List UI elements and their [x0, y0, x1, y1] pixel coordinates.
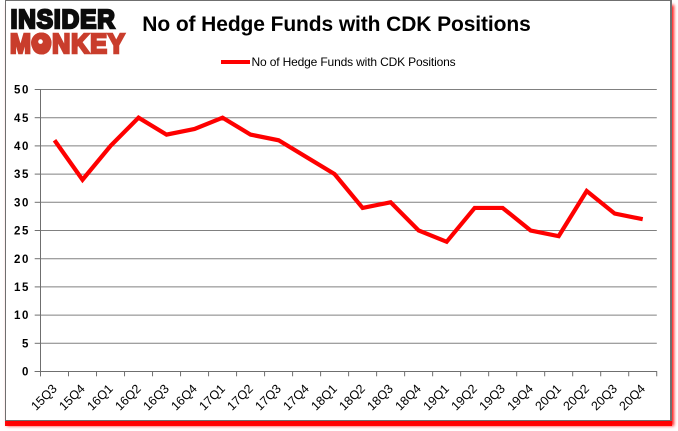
svg-text:5: 5 — [22, 338, 30, 350]
svg-text:19Q4: 19Q4 — [504, 382, 536, 414]
svg-text:25: 25 — [14, 226, 30, 238]
svg-text:17Q2: 17Q2 — [224, 382, 256, 414]
svg-text:20: 20 — [14, 254, 30, 266]
svg-text:20Q4: 20Q4 — [617, 382, 649, 414]
svg-text:18Q4: 18Q4 — [392, 382, 424, 414]
svg-text:16Q1: 16Q1 — [84, 382, 116, 414]
svg-text:18Q2: 18Q2 — [336, 382, 368, 414]
svg-text:19Q2: 19Q2 — [448, 382, 480, 414]
svg-text:20Q1: 20Q1 — [532, 382, 564, 414]
svg-text:19Q3: 19Q3 — [476, 382, 508, 414]
svg-text:18Q3: 18Q3 — [364, 382, 396, 414]
svg-text:INSIDER: INSIDER — [11, 5, 116, 34]
svg-text:16Q4: 16Q4 — [168, 382, 200, 414]
svg-text:45: 45 — [14, 113, 30, 125]
svg-text:10: 10 — [14, 310, 30, 322]
svg-text:50: 50 — [14, 85, 30, 97]
svg-text:20Q3: 20Q3 — [588, 382, 620, 414]
svg-text:15Q3: 15Q3 — [28, 382, 60, 414]
svg-text:35: 35 — [14, 169, 30, 181]
svg-text:16Q2: 16Q2 — [112, 382, 144, 414]
svg-text:0: 0 — [22, 367, 30, 379]
svg-text:18Q1: 18Q1 — [308, 382, 340, 414]
svg-text:16Q3: 16Q3 — [140, 382, 172, 414]
svg-text:17Q3: 17Q3 — [252, 382, 284, 414]
svg-text:MONKEY: MONKEY — [10, 28, 126, 60]
svg-text:15Q4: 15Q4 — [56, 382, 88, 414]
svg-text:15: 15 — [14, 282, 30, 294]
svg-text:17Q4: 17Q4 — [280, 382, 312, 414]
svg-text:19Q1: 19Q1 — [420, 382, 452, 414]
svg-text:30: 30 — [14, 197, 30, 209]
svg-text:20Q2: 20Q2 — [560, 382, 592, 414]
svg-text:40: 40 — [14, 141, 30, 153]
svg-text:17Q1: 17Q1 — [196, 382, 228, 414]
